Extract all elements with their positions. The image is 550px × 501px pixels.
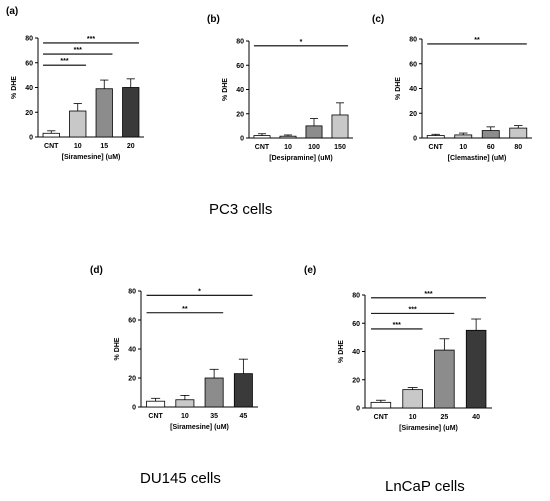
bar [331, 114, 349, 139]
y-tick-label: 80 [236, 39, 244, 46]
bar [42, 132, 60, 138]
y-tick-label: 20 [128, 376, 136, 383]
bar [233, 373, 253, 408]
y-tick-label: 60 [25, 60, 33, 67]
significance-label: *** [87, 36, 95, 43]
panel-label: (a) [6, 6, 18, 17]
y-tick-label: 80 [409, 37, 417, 44]
x-tick-label: 60 [487, 144, 495, 151]
bar [122, 87, 140, 138]
x-tick-label: 15 [100, 143, 108, 150]
x-tick-label: 10 [181, 413, 189, 420]
y-tick-label: 0 [29, 135, 33, 142]
y-tick-label: 80 [128, 289, 136, 296]
y-tick-label: 40 [236, 87, 244, 94]
panel-label: (b) [207, 14, 220, 25]
caption-pc3: PC3 cells [209, 201, 273, 218]
chart-panel-d: (d) 0 20 40 60 80 % DHE CNT 10 35 45 [Siramesine] (… [90, 265, 258, 431]
y-tick-label: 40 [128, 347, 136, 354]
x-tick-label: 10 [409, 414, 417, 421]
y-tick-label: 20 [409, 111, 417, 118]
significance-label: *** [409, 306, 417, 313]
y-tick-label: 20 [236, 111, 244, 118]
bar [253, 135, 271, 139]
x-tick-label: CNT [255, 144, 270, 151]
significance-label: * [300, 39, 303, 46]
x-tick-label: 100 [308, 144, 320, 151]
x-tick-label: CNT [429, 144, 444, 151]
x-tick-label: CNT [44, 143, 59, 150]
y-tick-label: 60 [409, 61, 417, 68]
panel-label: (e) [304, 265, 316, 276]
x-tick-label: 25 [440, 414, 448, 421]
y-axis-label: % DHE [114, 337, 121, 360]
y-tick-label: 80 [352, 293, 360, 300]
x-tick-label: CNT [148, 413, 163, 420]
y-tick-label: 0 [356, 406, 360, 413]
y-tick-label: 60 [352, 321, 360, 328]
bar [95, 88, 113, 138]
significance-label: ** [474, 37, 480, 44]
chart-panel-b: (b) 0 20 40 60 80 % DHE CNT 10 100 150[Desipramine… [207, 14, 353, 162]
y-tick-label: 0 [132, 405, 136, 412]
bar [370, 401, 392, 409]
x-tick-label: 10 [459, 144, 467, 151]
bar [509, 127, 528, 139]
x-axis-label: [Clemastine] (uM) [448, 155, 507, 162]
bar [454, 134, 473, 139]
bar [426, 135, 445, 139]
significance-label: ** [182, 306, 188, 313]
panel-label: (d) [90, 265, 103, 276]
significance-label: *** [60, 58, 68, 65]
x-tick-label: 20 [127, 143, 135, 150]
x-axis-label: [Siramesine] (uM) [170, 424, 229, 431]
y-tick-label: 20 [25, 110, 33, 117]
x-axis-label: [Siramesine] (uM) [62, 154, 121, 161]
x-tick-label: 150 [334, 144, 346, 151]
chart-panel-e: (e) 0 20 40 60 80 % DHE CNT 10 25 40 [Siramesine] (… [304, 265, 492, 432]
bar [402, 389, 423, 409]
y-axis-label: % DHE [222, 78, 229, 101]
caption-du145: DU145 cells [140, 470, 221, 487]
significance-label: *** [74, 47, 82, 54]
bar [481, 130, 500, 139]
y-tick-label: 0 [240, 136, 244, 143]
x-axis-label: [Desipramine] (uM) [269, 155, 332, 162]
x-tick-label: 45 [239, 413, 247, 420]
bar [279, 135, 297, 139]
y-tick-label: 20 [352, 377, 360, 384]
significance-label: *** [424, 291, 432, 298]
chart-panel-c: (c) 0 20 40 60 80 % DHE CNT 10 60 80 [Clemastine] (… [372, 14, 532, 162]
x-tick-label: 35 [210, 413, 218, 420]
panel-label: (c) [372, 14, 384, 25]
y-tick-label: 40 [409, 86, 417, 93]
y-tick-label: 40 [25, 85, 33, 92]
x-tick-label: 10 [74, 143, 82, 150]
x-tick-label: CNT [374, 414, 389, 421]
bar [175, 399, 195, 408]
y-tick-label: 0 [413, 136, 417, 143]
bar [204, 377, 224, 408]
chart-panel-a: (a) 0 20 40 60 80 % DHE CNT 10 15 20 [Siramesine] (… [6, 6, 144, 161]
bar [305, 125, 323, 139]
x-tick-label: 80 [514, 144, 522, 151]
bar [434, 349, 455, 409]
bar [146, 400, 166, 408]
x-tick-label: 40 [472, 414, 480, 421]
y-tick-label: 60 [128, 318, 136, 325]
bar [465, 329, 487, 409]
y-tick-label: 60 [236, 63, 244, 70]
y-tick-label: 80 [25, 36, 33, 43]
x-tick-label: 10 [284, 144, 292, 151]
bar [69, 110, 87, 138]
x-axis-label: [Siramesine] (uM) [399, 425, 458, 432]
y-axis-label: % DHE [11, 76, 18, 99]
y-tick-label: 40 [352, 349, 360, 356]
y-axis-label: % DHE [338, 340, 345, 363]
caption-lncap: LnCaP cells [385, 478, 465, 495]
significance-label: *** [393, 322, 401, 329]
significance-label: * [198, 288, 201, 295]
y-axis-label: % DHE [395, 77, 402, 100]
